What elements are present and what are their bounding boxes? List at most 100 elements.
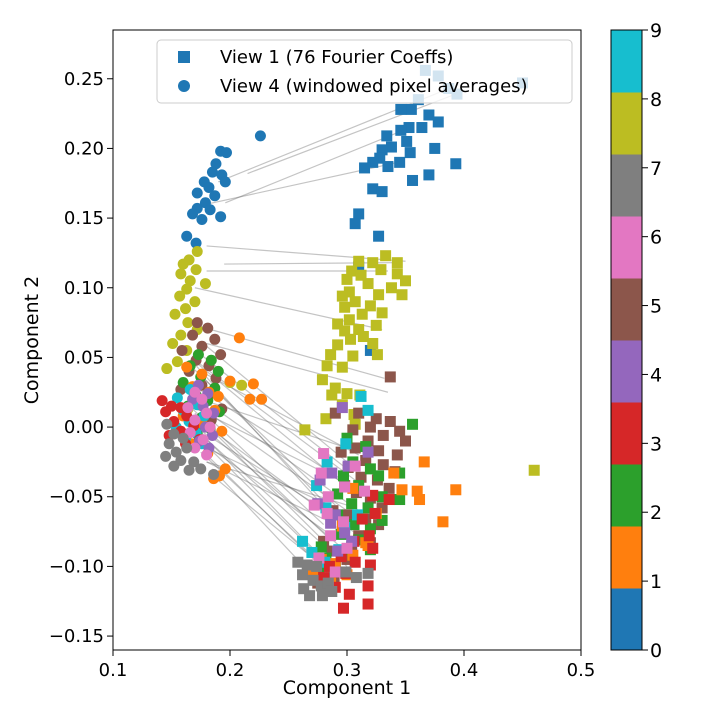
circle-point (216, 425, 228, 437)
circle-point (167, 337, 179, 349)
square-point (367, 489, 379, 501)
square-point (367, 337, 379, 349)
square-point (335, 551, 347, 563)
square-point (339, 481, 351, 493)
square-point (318, 572, 330, 584)
circle-point (189, 296, 201, 308)
square-point (394, 467, 406, 479)
circle-point (189, 442, 201, 454)
square-point (383, 494, 395, 506)
square-point (346, 498, 358, 510)
square-point (349, 556, 361, 568)
square-point (375, 264, 387, 276)
square-point (349, 418, 361, 430)
circle-point (189, 386, 201, 398)
y-tick-label: 0.00 (64, 417, 104, 438)
square-point (313, 552, 325, 564)
circle-point (204, 204, 216, 216)
y-tick-label: 0.05 (64, 347, 104, 368)
square-point (356, 308, 368, 320)
square-point (353, 480, 365, 492)
colorbar-tick-label: 8 (650, 89, 662, 111)
circle-point (192, 349, 204, 361)
colorbar: 0 1 2 3 4 5 6 7 8 9 (610, 20, 662, 662)
square-point (364, 344, 376, 356)
square-point (337, 470, 349, 482)
square-point (353, 208, 365, 220)
square-point (362, 598, 374, 610)
square-point (382, 161, 394, 173)
circle-point (171, 392, 183, 404)
square-point (394, 156, 406, 168)
square-point (362, 502, 374, 514)
square-point (350, 572, 362, 584)
connection-line (206, 342, 389, 393)
colorbar-tick-label: 6 (650, 227, 662, 249)
circle-point (190, 237, 202, 249)
square-point (353, 407, 365, 419)
legend-label-view-4: View 4 (windowed pixel averages) (220, 76, 528, 97)
square-point (332, 488, 344, 500)
square-point (332, 339, 344, 351)
circle-point (187, 208, 199, 220)
square-point (343, 588, 355, 600)
colorbar-tick-label: 0 (650, 640, 662, 662)
square-point (318, 448, 330, 460)
square-point (347, 482, 359, 494)
y-tick-label: 0.20 (64, 138, 104, 159)
square-point (367, 542, 379, 554)
circle-point (233, 332, 245, 344)
square-point (373, 289, 385, 301)
circle-point (180, 303, 192, 315)
circle-point (176, 344, 188, 356)
square-point (315, 541, 327, 553)
x-tick-label: 0.1 (99, 660, 128, 681)
connection-line (206, 345, 348, 463)
circle-point (203, 181, 215, 193)
connection-line (225, 126, 411, 204)
square-point (353, 255, 365, 267)
square-point (329, 382, 341, 394)
square-point (308, 499, 320, 511)
square-point (380, 250, 392, 262)
square-point (336, 402, 348, 414)
square-point (353, 261, 365, 273)
square-point (362, 404, 374, 416)
square-point (364, 559, 376, 571)
square-point (347, 350, 359, 362)
square-point (396, 484, 408, 496)
circle-point (181, 283, 193, 295)
square-point (383, 482, 395, 494)
circle-point (191, 317, 203, 329)
square-point (394, 494, 406, 506)
square-point (364, 463, 376, 475)
square-point (297, 535, 309, 547)
circle-point (187, 329, 199, 341)
square-point (315, 467, 327, 479)
circle-point (204, 421, 216, 433)
square-point (316, 590, 328, 602)
square-point (364, 300, 376, 312)
square-point (320, 502, 332, 514)
square-point (299, 424, 311, 436)
circle-point (196, 340, 208, 352)
square-point (414, 494, 426, 506)
square-point (355, 471, 367, 483)
square-point (450, 158, 462, 170)
square-point (316, 374, 328, 386)
colorbar-segment (611, 464, 642, 527)
x-tick-label: 0.4 (450, 660, 479, 681)
square-point (369, 507, 381, 519)
square-point (367, 257, 379, 269)
square-point (411, 485, 423, 497)
square-point (360, 537, 372, 549)
square-point (388, 467, 400, 479)
colorbar-tick-label: 5 (650, 296, 662, 318)
square-point (339, 521, 351, 533)
circle-point (163, 438, 175, 450)
circle-point (201, 449, 213, 461)
square-point (362, 278, 374, 290)
square-point (381, 130, 393, 142)
